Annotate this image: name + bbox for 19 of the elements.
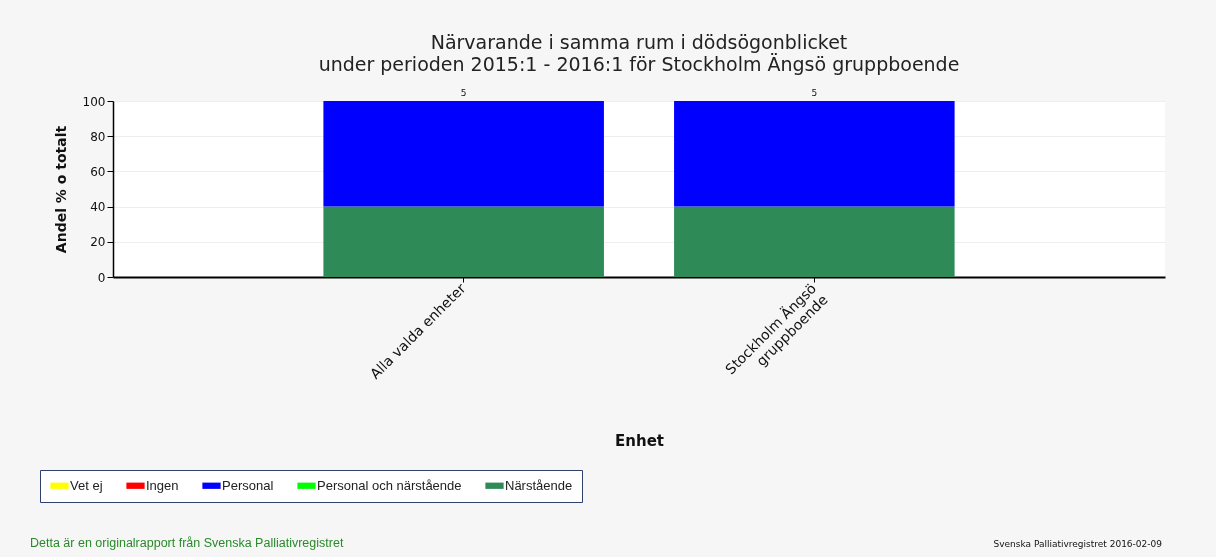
text: Detta är en originalrapport från Svenska Palliativregistret xyxy=(30,536,344,550)
y-tick-label: 20 xyxy=(90,235,106,250)
legend-label: Ingen xyxy=(146,477,179,493)
y-tick-label: 40 xyxy=(90,200,106,215)
legend-label: Vet ej xyxy=(70,477,103,493)
legend-label: Personal xyxy=(222,477,274,493)
legend-label: Närstående xyxy=(505,477,573,493)
y-axis-title: Andel % o totalt xyxy=(52,125,69,254)
y-tick-label: 80 xyxy=(90,129,106,144)
y-tick-label: 100 xyxy=(82,94,106,109)
text: Svenska Palliativregistret 2016-02-09 xyxy=(993,539,1163,549)
chart-title: Närvarande i samma rum i dödsögonblicket xyxy=(430,31,848,53)
annotation: 5 xyxy=(811,88,818,98)
y-tick-label: 60 xyxy=(90,164,106,179)
annotation: 5 xyxy=(460,88,467,98)
chart-subtitle: under perioden 2015:1 - 2016:1 för Stockholm Ängsö gruppboende xyxy=(318,53,960,75)
y-tick-label: 0 xyxy=(97,270,106,285)
x-axis-title: Enhet xyxy=(615,431,664,450)
legend-label: Personal och närstående xyxy=(317,477,462,493)
